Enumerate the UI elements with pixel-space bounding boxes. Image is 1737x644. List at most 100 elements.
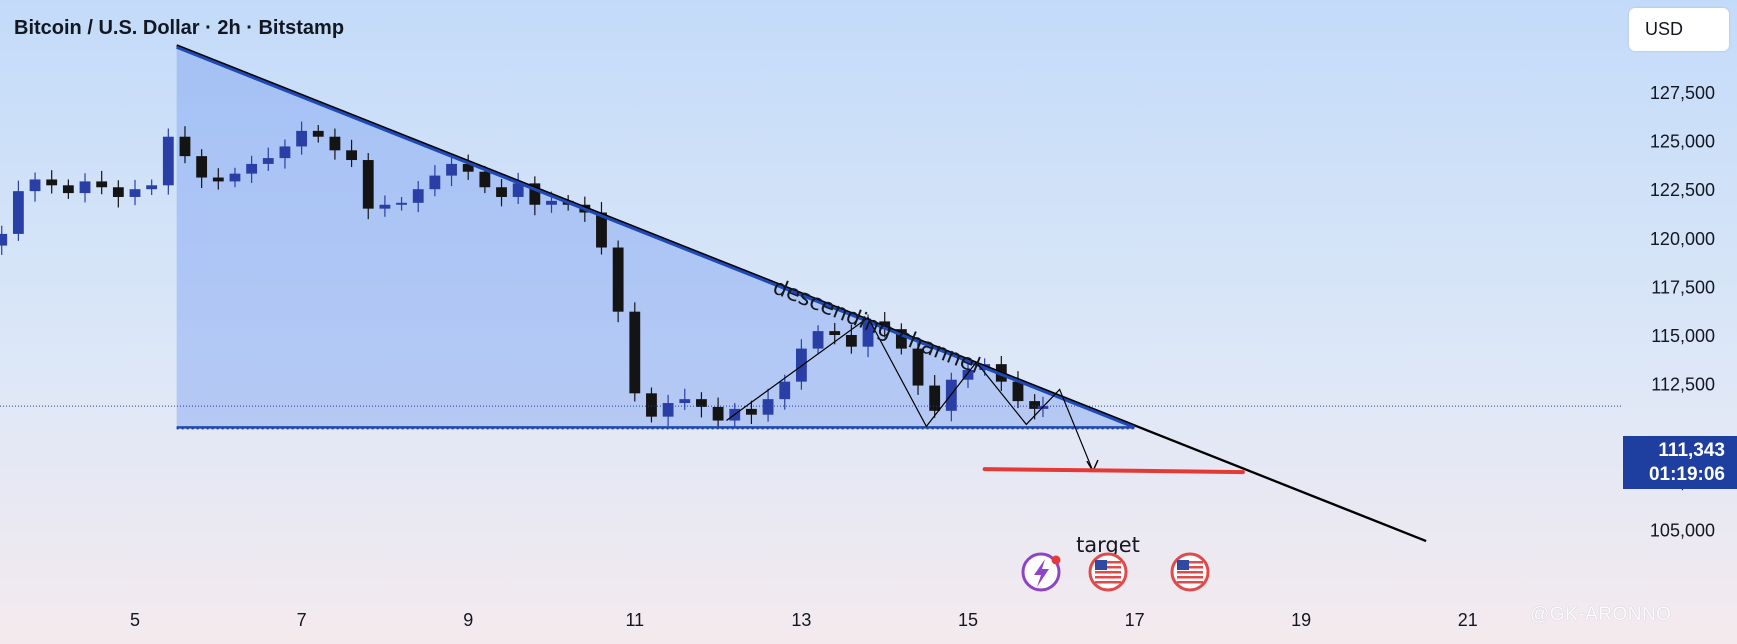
candle-body xyxy=(296,130,308,147)
current-price-tag: 111,343 01:19:06 xyxy=(1623,436,1737,489)
us-flag-icon xyxy=(1170,552,1210,592)
symbol-title: Bitcoin / U.S. Dollar · 2h · Bitstamp xyxy=(14,17,345,39)
candle-body xyxy=(62,185,74,194)
candle-body xyxy=(279,146,291,159)
candle-body xyxy=(12,191,24,234)
bar-countdown: 01:19:06 xyxy=(1648,464,1725,485)
flag-stripe xyxy=(1095,566,1121,569)
candle-body xyxy=(179,136,191,157)
time-axis-label: 13 xyxy=(791,610,811,630)
candle-body xyxy=(629,311,641,394)
candle-body xyxy=(679,399,691,404)
candle-body xyxy=(795,348,807,382)
price-axis-label: 127,500 xyxy=(1650,83,1715,103)
event-dot xyxy=(1051,555,1061,565)
time-axis-label: 5 xyxy=(130,610,140,630)
price-axis-label: 112,500 xyxy=(1651,375,1715,395)
flag-stripe xyxy=(1095,571,1121,574)
candle-body xyxy=(329,136,341,151)
candle-body xyxy=(929,385,941,411)
candle-body xyxy=(862,321,874,347)
currency-button[interactable]: USD xyxy=(1629,8,1729,51)
candle-body xyxy=(762,399,774,415)
candle-body xyxy=(229,173,241,182)
us-flag-icon xyxy=(1088,552,1128,592)
target-line xyxy=(982,467,1245,475)
candle-body xyxy=(845,335,857,347)
time-axis-label: 19 xyxy=(1291,610,1311,630)
candle-body xyxy=(29,179,41,192)
lightning-event-icon xyxy=(1021,552,1061,592)
flag-stripe xyxy=(1177,561,1203,564)
candle-body xyxy=(196,156,208,178)
candle-body xyxy=(396,202,407,205)
candle-body xyxy=(312,130,324,137)
candle-body xyxy=(346,150,357,161)
candle-body xyxy=(546,200,557,205)
flag-stripe xyxy=(1177,566,1203,569)
candle-body xyxy=(0,233,8,246)
candle-body xyxy=(496,187,507,197)
candle-body xyxy=(446,163,457,176)
flag-stripe xyxy=(1095,561,1121,564)
flag-stripe xyxy=(1177,576,1203,579)
time-axis-label: 11 xyxy=(625,610,644,630)
flag-stripe xyxy=(1177,581,1203,584)
candle-body xyxy=(712,406,724,421)
candle-body xyxy=(162,136,174,186)
price-axis-label: 117,500 xyxy=(1651,277,1715,297)
candle-body xyxy=(79,181,91,194)
candle-body xyxy=(46,179,58,186)
projected-path xyxy=(726,316,1094,472)
candle-body xyxy=(912,348,924,386)
candle-body xyxy=(112,187,124,197)
lightning-bolt xyxy=(1034,559,1049,587)
candle-body xyxy=(379,204,391,209)
price-axis-label: 120,000 xyxy=(1650,229,1715,249)
candle-body xyxy=(646,393,657,417)
current-price-value: 111,343 xyxy=(1658,440,1725,461)
candle-body xyxy=(812,331,824,349)
candle-body xyxy=(1029,401,1041,409)
candle-body xyxy=(529,183,541,205)
candle-body xyxy=(596,212,607,248)
price-axis-label: 122,500 xyxy=(1650,180,1715,200)
candle-body xyxy=(895,329,907,349)
candle-body xyxy=(779,381,791,400)
candle-body xyxy=(412,189,424,203)
flag-stripe xyxy=(1177,571,1203,574)
flag-canton xyxy=(1177,560,1189,570)
candle-body xyxy=(262,158,274,164)
time-axis-label: 17 xyxy=(1125,610,1145,630)
flag-stripe xyxy=(1095,576,1121,579)
candle-body xyxy=(746,408,757,415)
price-axis-label: 115,000 xyxy=(1651,326,1715,346)
candle-body xyxy=(479,171,491,188)
candle-body xyxy=(696,399,707,407)
time-axis-label: 7 xyxy=(297,610,307,630)
candle-body xyxy=(146,185,158,190)
candle-body xyxy=(212,177,224,182)
flag-stripe xyxy=(1095,581,1121,584)
candle-body xyxy=(962,369,974,380)
time-axis-label: 9 xyxy=(463,610,473,630)
candle-body xyxy=(129,189,141,197)
time-axis-label: 21 xyxy=(1458,610,1478,630)
candle-body xyxy=(1012,381,1024,402)
watermark: @GK-ARONNO xyxy=(1530,604,1672,625)
candle-body xyxy=(362,160,374,209)
candle-body xyxy=(429,175,441,190)
time-axis-label: 15 xyxy=(958,610,978,630)
price-axis-label: 125,000 xyxy=(1650,132,1715,152)
candle-body xyxy=(512,183,524,197)
price-axis-label: 105,000 xyxy=(1650,520,1715,540)
trend-line xyxy=(176,44,1427,543)
candle-body xyxy=(829,331,841,335)
candle-body xyxy=(96,181,108,188)
candle-body xyxy=(662,403,674,417)
candle-body xyxy=(612,247,624,312)
candle-body xyxy=(462,163,474,172)
candle-body xyxy=(246,163,258,174)
flag-canton xyxy=(1095,560,1107,570)
